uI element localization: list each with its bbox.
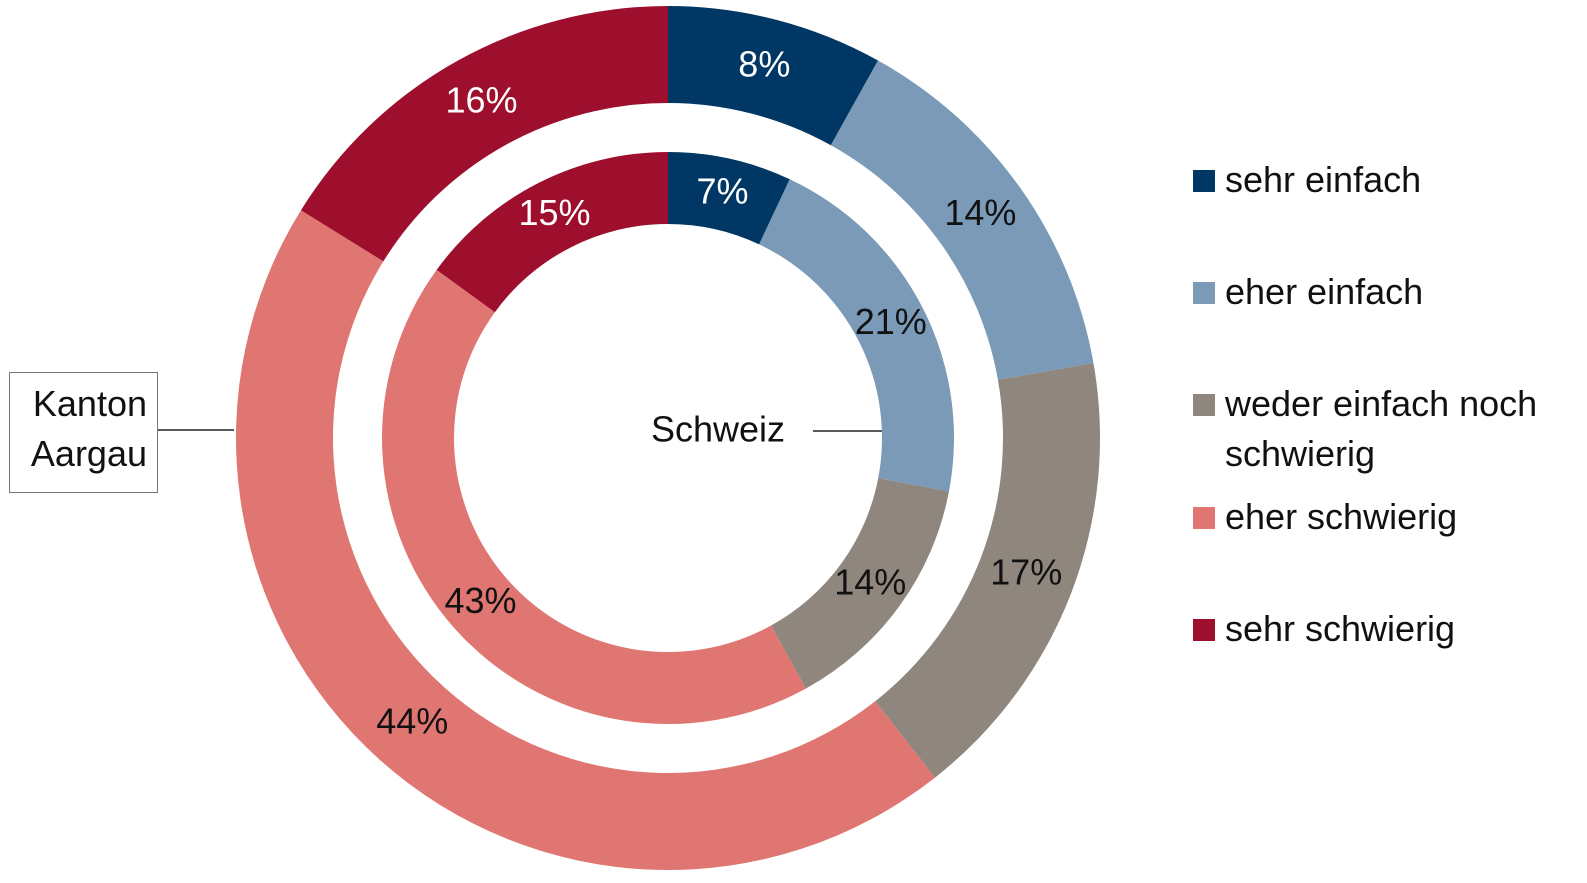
legend-label: sehr schwierig: [1225, 608, 1456, 649]
data-label: 15%: [518, 192, 590, 233]
legend-label: eher schwierig: [1225, 496, 1458, 537]
data-label: 8%: [738, 43, 790, 84]
series-label: Schweiz: [651, 409, 785, 450]
data-label: 16%: [446, 79, 518, 120]
data-label: 43%: [444, 580, 516, 621]
donut-segment: [875, 362, 1100, 778]
legend-item: weder einfach noch schwierig: [1193, 379, 1583, 479]
donut-segment: [300, 6, 668, 262]
legend-label: eher einfach: [1225, 271, 1424, 312]
legend-item: eher einfach: [1193, 267, 1583, 317]
legend-swatch: [1193, 507, 1215, 529]
data-label: 7%: [697, 171, 749, 212]
data-label: 14%: [834, 561, 906, 602]
donut-segment: [382, 269, 806, 724]
legend-item: sehr einfach: [1193, 155, 1583, 205]
legend-swatch: [1193, 170, 1215, 192]
data-label: 21%: [855, 301, 927, 342]
data-label: 17%: [990, 551, 1062, 592]
data-label: 14%: [944, 192, 1016, 233]
data-label: 44%: [376, 700, 448, 741]
series-label: Kanton Aargau: [9, 372, 158, 493]
legend-item: sehr schwierig: [1193, 604, 1583, 654]
legend-label: sehr einfach: [1225, 159, 1422, 200]
legend-swatch: [1193, 282, 1215, 304]
donut-segment: [830, 60, 1094, 380]
donut-segment: [436, 152, 668, 313]
donut-segment: [235, 210, 936, 870]
donut-segment: [771, 478, 949, 689]
legend-item: eher schwierig: [1193, 492, 1583, 542]
legend-label: weder einfach noch schwierig: [1225, 383, 1538, 474]
legend-swatch: [1193, 619, 1215, 641]
donut-segment: [668, 152, 790, 245]
donut-segment: [759, 179, 954, 492]
donut-segment: [668, 6, 879, 146]
legend-swatch: [1193, 394, 1215, 416]
